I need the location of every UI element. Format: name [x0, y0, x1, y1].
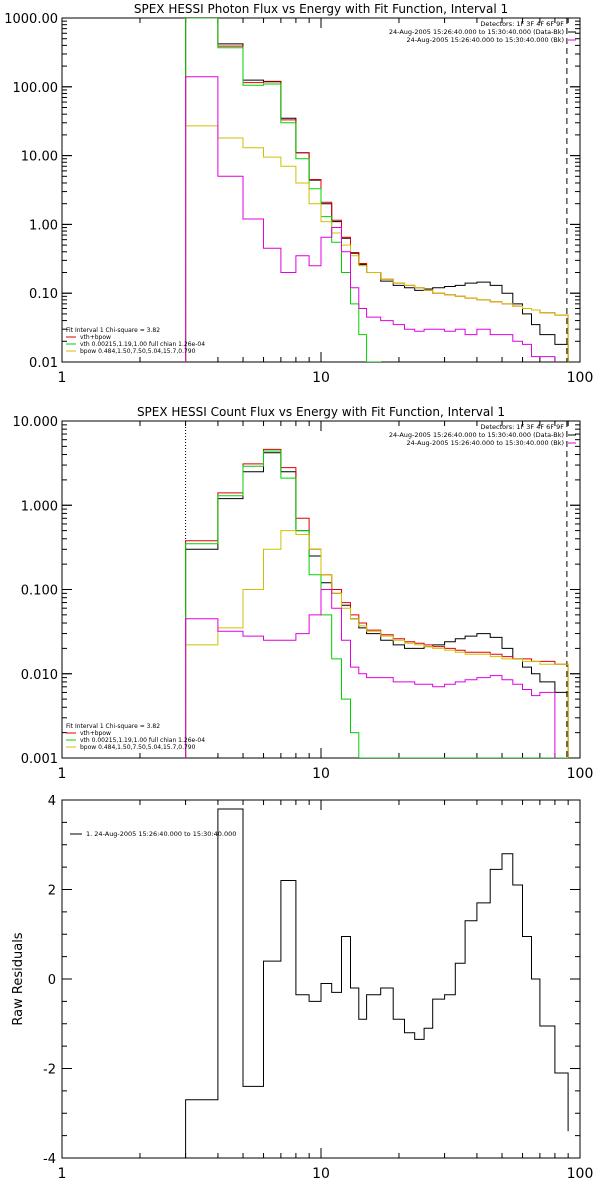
series-group — [185, 808, 569, 1158]
series-group — [185, 448, 569, 758]
y-tick-label: 10.000 — [13, 415, 59, 430]
series-bpow — [185, 530, 569, 758]
x-tick-label: 10 — [312, 1166, 330, 1182]
x-tick-label: 10 — [312, 766, 330, 782]
y-tick-label: 1000.00 — [4, 12, 58, 27]
legend-entry: Fit Interval 1 Chi-square = 3.82 — [66, 723, 160, 730]
y-tick-label: 1.000 — [21, 499, 58, 514]
legend-bottom-left: Fit Interval 1 Chi-square = 3.82vth+bpow… — [66, 327, 205, 355]
y-tick-label: -4 — [43, 1152, 56, 1167]
y-tick-label: 0.10 — [29, 287, 58, 302]
y-tick-label: 1.00 — [29, 218, 58, 233]
legend-entry: 1. 24-Aug-2005 15:26:40.000 to 15:30:40.… — [86, 830, 236, 838]
legend-entry: vth+bpow — [80, 730, 111, 737]
legend-entry: bpow 0.484,1.50,7.50,5.04,15.7,0.790 — [80, 744, 196, 751]
chart-title: SPEX HESSI Count Flux vs Energy with Fit… — [137, 405, 505, 419]
legend-entry: bpow 0.484,1.50,7.50,5.04,15.7,0.790 — [80, 348, 196, 355]
legend-entry: vth 0.00215,1.19,1.00 full chian 1.26e-0… — [80, 737, 205, 744]
x-tick-label: 1 — [58, 370, 67, 386]
x-tick-label: 1 — [58, 766, 67, 782]
y-tick-label: 10.00 — [21, 150, 58, 165]
legend-entry: Fit Interval 1 Chi-square = 3.82 — [66, 327, 160, 334]
x-tick-label: 100 — [567, 766, 594, 782]
y-axis-label: Raw Residuals — [11, 932, 26, 1025]
legend-entry: Detectors: 1F 3F 4F 6F 9F — [480, 20, 564, 28]
y-tick-label: 2 — [48, 884, 56, 899]
legend-entry: 24-Aug-2005 15:26:40.000 to 15:30:40.000… — [407, 439, 564, 447]
series-bk — [185, 589, 556, 758]
chart-2: SPEX HESSI Count Flux vs Energy with Fit… — [13, 405, 594, 782]
legend-entry: 24-Aug-2005 15:26:40.000 to 15:30:40.000… — [389, 431, 564, 439]
x-tick-label: 100 — [567, 370, 594, 386]
series-vth — [185, 18, 382, 362]
chart-3: Raw Residuals 1 10 100 -4 -2 0 2 4 1. 24-Aug-2005… — [11, 794, 593, 1182]
series-bk — [185, 76, 556, 362]
x-tick-label: 100 — [567, 1166, 594, 1182]
y-tick-label: 0.010 — [21, 668, 58, 683]
x-tick-label: 10 — [312, 370, 330, 386]
series-group — [185, 18, 569, 362]
series-vth — [185, 450, 569, 758]
legend-entry: Detectors: 1F 3F 4F 6F 9F — [480, 423, 564, 431]
legend-entry: 24-Aug-2005 15:26:40.000 to 15:30:40.000… — [407, 36, 564, 44]
y-tick-label: 0.001 — [21, 752, 58, 767]
y-tick-label: -2 — [43, 1063, 56, 1078]
series-bpow — [185, 125, 569, 362]
y-tick-label: 100.00 — [13, 81, 59, 96]
chart-title: SPEX HESSI Photon Flux vs Energy with Fi… — [134, 2, 508, 16]
chart-1: SPEX HESSI Photon Flux vs Energy with Fi… — [4, 2, 593, 386]
y-tick-label: 0 — [48, 973, 56, 988]
y-tick-label: 0.100 — [21, 584, 58, 599]
legend-entry: vth 0.00215,1.19,1.00 full chian 1.26e-0… — [80, 341, 205, 348]
x-tick-label: 1 — [58, 1166, 67, 1182]
y-tick-label: 4 — [48, 794, 56, 809]
legend-entry: 24-Aug-2005 15:26:40.000 to 15:30:40.000… — [389, 28, 564, 36]
series-1-24-aug-2005-15-26-40-000-to-15-30-40-000 — [185, 808, 569, 1158]
legend-entry: vth+bpow — [80, 334, 111, 341]
y-tick-label: 0.01 — [29, 356, 58, 371]
legend-bottom-left: Fit Interval 1 Chi-square = 3.82vth+bpow… — [66, 723, 205, 751]
legend-top-left: 1. 24-Aug-2005 15:26:40.000 to 15:30:40.… — [70, 830, 236, 838]
